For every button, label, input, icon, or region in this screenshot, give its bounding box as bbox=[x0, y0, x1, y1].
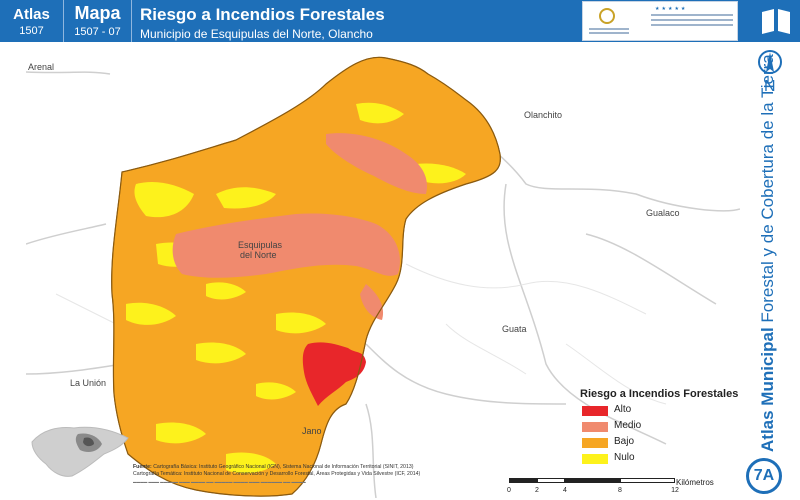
legend-swatch-alto bbox=[582, 406, 608, 416]
mapa-label: Mapa bbox=[74, 3, 121, 23]
institutional-logos: ★★★★★ bbox=[582, 1, 738, 41]
north-letter: N bbox=[764, 78, 776, 95]
scale-tick-0: 0 bbox=[507, 487, 511, 494]
scale-bar: 0 2 4 8 12 Kilómetros bbox=[506, 478, 736, 500]
place-del-norte: del Norte bbox=[240, 250, 277, 260]
legend-item-nulo: Nulo bbox=[580, 452, 740, 466]
legend-label-bajo: Bajo bbox=[614, 436, 635, 447]
title-box: Riesgo a Incendios Forestales Municipio … bbox=[140, 0, 385, 41]
scale-segment-2 bbox=[537, 478, 565, 483]
place-guata: Guata bbox=[502, 324, 527, 334]
vertical-title-bold: Atlas Municipal bbox=[758, 327, 777, 452]
map-subtitle: Municipio de Esquipulas del Norte, Olanc… bbox=[140, 27, 373, 41]
municipality-alto-area bbox=[302, 342, 366, 406]
stars-icon: ★★★★★ bbox=[655, 6, 688, 12]
legend-title: Riesgo a Incendios Forestales bbox=[580, 388, 739, 400]
scale-tick-2: 2 bbox=[535, 487, 539, 494]
mapa-box: Mapa 1507 - 07 bbox=[64, 0, 132, 42]
map-title: Riesgo a Incendios Forestales bbox=[140, 5, 385, 24]
place-arenal: Arenal bbox=[28, 62, 55, 72]
legend-item-medio: Medio bbox=[580, 420, 740, 434]
map-badge: 7A bbox=[746, 458, 782, 494]
legend-label-alto: Alto bbox=[614, 404, 632, 415]
scale-tick-12: 12 bbox=[671, 487, 679, 494]
vertical-title-rest: Forestal y de Cobertura de la Tierra bbox=[758, 54, 777, 328]
legend-swatch-nulo bbox=[582, 454, 608, 464]
place-esquipulas: Esquipulas bbox=[238, 240, 283, 250]
scale-segment-1 bbox=[509, 478, 537, 483]
neighbour-boundaries bbox=[25, 71, 741, 499]
scale-tick-4: 4 bbox=[563, 487, 567, 494]
atlas-book-button[interactable] bbox=[752, 0, 800, 42]
legend-item-alto: Alto bbox=[580, 404, 740, 418]
source-notes: Fuente: Cartografía Básica: Instituto Ge… bbox=[133, 464, 483, 485]
scale-tick-8: 8 bbox=[618, 487, 622, 494]
place-la-union: La Unión bbox=[70, 378, 107, 388]
source-line-2: Cartografía Temática: Instituto Nacional… bbox=[133, 471, 421, 477]
vertical-title: Atlas Municipal Forestal y de Cobertura … bbox=[758, 54, 778, 452]
atlas-box: Atlas 1507 bbox=[0, 0, 64, 42]
legend-label-nulo: Nulo bbox=[614, 452, 635, 463]
government-seal-icon bbox=[599, 8, 615, 24]
inset-locator-map bbox=[28, 420, 132, 482]
legend-label-medio: Medio bbox=[614, 420, 642, 431]
source-line-1: Cartografía Básica: Instituto Geográfico… bbox=[153, 464, 414, 470]
roads bbox=[55, 263, 667, 405]
map-svg bbox=[25, 44, 741, 499]
map-legend: Riesgo a Incendios Forestales Alto Medio… bbox=[580, 388, 740, 468]
legend-swatch-medio bbox=[582, 422, 608, 432]
scale-unit: Kilómetros bbox=[676, 478, 714, 487]
north-arrow-icon bbox=[758, 50, 782, 74]
municipality-medio-areas bbox=[172, 133, 428, 320]
source-label: Fuente: bbox=[133, 464, 152, 470]
open-book-icon bbox=[762, 9, 790, 34]
map-canvas[interactable]: Arenal Olanchito Gualaco Esquipulas del … bbox=[25, 44, 741, 499]
legend-swatch-bajo bbox=[582, 438, 608, 448]
map-header: Atlas 1507 Mapa 1507 - 07 Riesgo a Incen… bbox=[0, 0, 752, 42]
place-jano: Jano bbox=[302, 426, 322, 436]
scale-segment-4 bbox=[620, 478, 675, 483]
icf-logo-text bbox=[651, 14, 733, 29]
place-gualaco: Gualaco bbox=[646, 208, 680, 218]
mapa-number: 1507 - 07 bbox=[74, 26, 121, 38]
technical-note-fineprint: ▬▬▬▬ ▬▬▬ ▬▬▬▬▬ ▬▬▬ ▬▬▬▬ ▬▬ ▬▬▬▬▬ ▬▬▬▬ ▬▬… bbox=[133, 480, 306, 484]
government-logo-text bbox=[589, 28, 629, 30]
legend-item-bajo: Bajo bbox=[580, 436, 740, 450]
atlas-number: 1507 bbox=[19, 25, 44, 37]
north-arrow: N bbox=[758, 48, 782, 100]
scale-segment-3 bbox=[565, 478, 620, 483]
atlas-label: Atlas bbox=[13, 6, 50, 23]
place-olanchito: Olanchito bbox=[524, 110, 563, 120]
honduras-locator-icon bbox=[31, 426, 129, 477]
